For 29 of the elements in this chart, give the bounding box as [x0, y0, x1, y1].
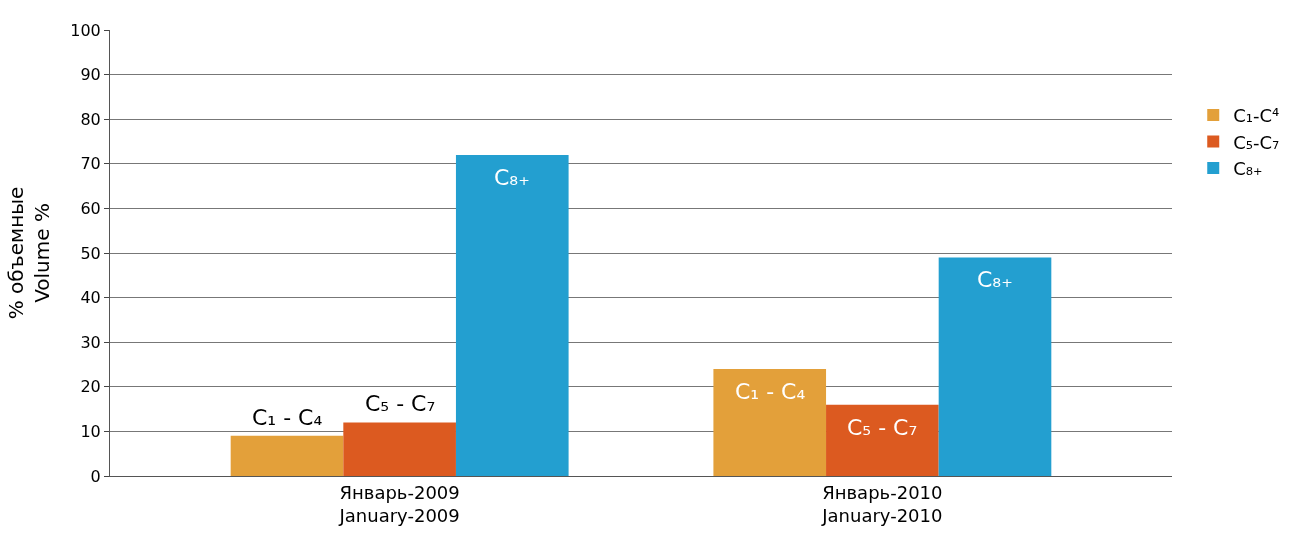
annotation: C₅ - C₇ [365, 391, 436, 416]
bar [713, 368, 827, 476]
bar [455, 154, 569, 476]
x-tick-label: Январь-2010 January-2010 [821, 481, 943, 526]
y-tick-label: 0 [90, 466, 101, 486]
annotation: C₁ - C₄ [735, 379, 806, 404]
bar [230, 435, 344, 476]
y-tick-label: 90 [80, 65, 101, 85]
y-tick-label: 40 [80, 288, 101, 308]
x-tick-label: Январь-2009 January-2009 [338, 481, 460, 526]
y-tick-label: 20 [80, 377, 101, 397]
bar [938, 257, 1052, 476]
y-tick-label: 70 [80, 154, 101, 174]
bar [826, 404, 939, 476]
y-tick-label: 10 [80, 422, 101, 441]
annotation: C₈₊ [494, 165, 530, 190]
y-tick-label: 30 [80, 332, 101, 352]
legend-label: C₅-C₇ [1233, 131, 1280, 153]
annotation: C₈₊ [977, 267, 1013, 292]
legend-label: C₈₊ [1233, 157, 1263, 179]
y-axis-title: % объемные Volume % [3, 186, 54, 320]
annotation: C₁ - C₄ [252, 405, 323, 430]
y-tick-label: 100 [70, 20, 101, 40]
y-tick-label: 60 [80, 199, 101, 218]
legend-label: C₁-C⁴ [1233, 105, 1280, 127]
y-tick-label: 80 [80, 109, 101, 129]
annotation: C₅ - C₇ [847, 415, 918, 440]
y-tick-label: 50 [80, 243, 101, 263]
bar [343, 422, 456, 476]
